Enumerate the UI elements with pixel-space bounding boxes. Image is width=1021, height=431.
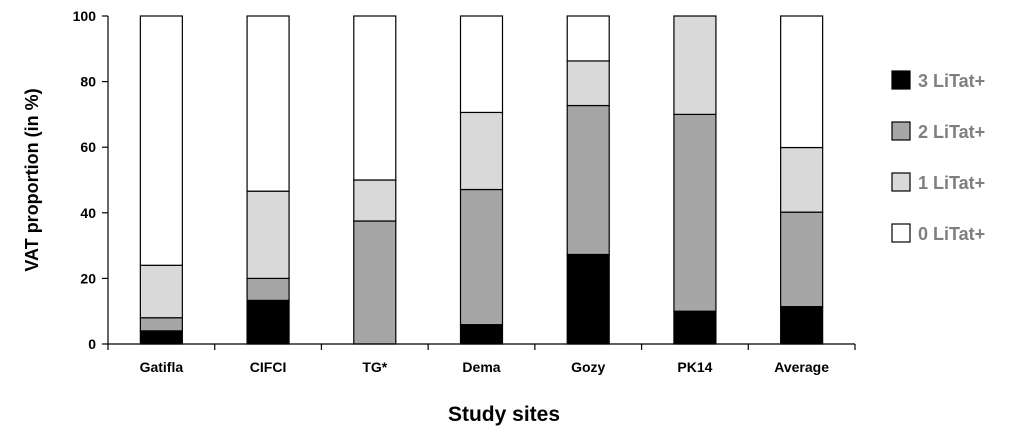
x-ticks-layer: Gatifla CIFCI TG* Dema Gozy PK14 Average — [107, 344, 856, 375]
legend-label: 3 LiTat+ — [918, 71, 985, 91]
bar-segment-1 — [459, 324, 504, 345]
bar-segment-2 — [246, 277, 290, 301]
x-tick-label: CIFCI — [250, 359, 287, 375]
x-tick-label: PK14 — [677, 359, 712, 375]
bar-segment-1 — [139, 330, 183, 345]
legend-swatch — [891, 223, 911, 243]
y-tick-label: 60 — [80, 139, 96, 155]
bar-segment-3 — [780, 146, 824, 213]
bar-segment-3 — [673, 15, 717, 116]
bar-segment-1 — [780, 306, 824, 345]
bar-segment-1 — [673, 310, 717, 345]
bar-segment-4 — [780, 15, 824, 149]
legend-swatch — [891, 172, 911, 192]
legend-label: 0 LiTat+ — [918, 224, 985, 244]
bar-segment-2 — [459, 188, 504, 326]
bar-segment-1 — [246, 299, 290, 345]
bar-segment-3 — [139, 264, 183, 319]
bars-layer — [139, 15, 824, 345]
bar-segment-2 — [780, 211, 824, 308]
y-ticks-layer: 0 20 40 60 80 100 — [73, 8, 108, 352]
bar-segment-4 — [459, 15, 504, 114]
y-tick-label: 0 — [88, 336, 96, 352]
bar-segment-3 — [566, 60, 610, 107]
x-tick-label: Gatifla — [140, 359, 184, 375]
bar-segment-2 — [139, 317, 183, 332]
legend-swatch — [891, 70, 911, 90]
legend-label: 2 LiTat+ — [918, 122, 985, 142]
y-axis-title: VAT proportion (in %) — [22, 88, 42, 271]
bar-segment-2 — [673, 113, 717, 312]
y-tick-label: 80 — [80, 74, 96, 90]
x-tick-label: Dema — [462, 359, 500, 375]
x-axis-title: Study sites — [448, 403, 560, 426]
bar-segment-2 — [566, 104, 610, 256]
x-tick-label: Gozy — [571, 359, 605, 375]
bar-segment-3 — [246, 190, 290, 279]
bar-segment-2 — [353, 220, 397, 345]
x-tick-label: Average — [774, 359, 829, 375]
bar-segment-3 — [353, 179, 397, 222]
y-tick-label: 40 — [80, 205, 96, 221]
legend-label: 1 LiTat+ — [918, 173, 985, 193]
y-tick-label: 20 — [80, 270, 96, 286]
bar-segment-1 — [566, 253, 610, 345]
bar-segment-4 — [139, 15, 183, 266]
legend: 3 LiTat+ 2 LiTat+ 1 LiTat+ 0 LiTat+ — [891, 70, 985, 244]
y-tick-label: 100 — [73, 8, 97, 24]
x-tick-label: TG* — [362, 359, 387, 375]
bar-segment-4 — [566, 15, 610, 62]
legend-swatch — [891, 121, 911, 141]
bar-segment-4 — [246, 15, 290, 192]
bar-segment-3 — [459, 111, 504, 191]
bar-segment-4 — [353, 15, 397, 181]
